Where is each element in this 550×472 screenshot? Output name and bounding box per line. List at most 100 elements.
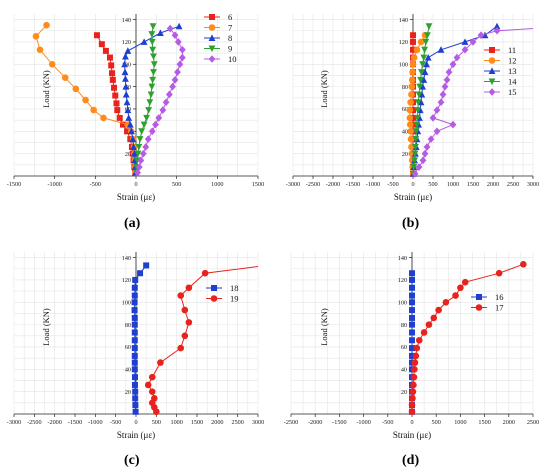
data-point	[429, 114, 437, 122]
data-point	[132, 388, 139, 395]
y-tick-label: 140	[122, 255, 131, 262]
data-point	[125, 114, 133, 121]
data-point	[122, 83, 130, 90]
x-tick-label: 0	[410, 419, 413, 426]
data-point	[109, 76, 116, 83]
data-point	[421, 149, 429, 158]
y-tick-label: 40	[402, 129, 408, 136]
y-tick-label: 140	[122, 17, 131, 24]
y-tick-label: 140	[399, 17, 408, 24]
data-point	[131, 292, 138, 299]
x-tick-label: -1000	[356, 419, 370, 426]
data-point	[433, 106, 441, 114]
data-point	[131, 352, 138, 359]
legend-marker-6	[209, 14, 215, 20]
y-axis-title: Load (KN)	[41, 308, 51, 346]
data-point	[149, 46, 157, 54]
chart-panel-2: -3000 -2500 -2000 -1500 -1000 -500 0 500 1000 150…	[286, 14, 539, 202]
data-point	[114, 107, 121, 114]
data-point	[407, 98, 414, 106]
data-point	[131, 284, 138, 291]
data-point	[441, 82, 449, 91]
legend-marker-13	[488, 67, 496, 74]
data-point	[136, 136, 144, 143]
data-point	[416, 83, 424, 91]
data-point	[425, 321, 433, 328]
data-point	[93, 32, 100, 39]
data-point	[138, 128, 146, 135]
x-tick-label: -2000	[326, 181, 340, 188]
data-point	[433, 127, 441, 136]
data-point	[131, 366, 138, 373]
data-point	[410, 46, 416, 53]
x-tick-label: 0	[134, 419, 137, 426]
data-point	[437, 46, 445, 53]
data-point	[477, 31, 485, 40]
x-tick-label: -1000	[47, 181, 61, 188]
data-point	[449, 120, 457, 129]
x-tick-label: 3000	[252, 419, 264, 426]
data-point	[171, 31, 179, 40]
data-point	[457, 284, 464, 292]
data-point	[411, 150, 419, 158]
data-point	[413, 46, 421, 54]
x-tick-label: 1000	[447, 181, 459, 188]
legend-marker-9	[208, 45, 216, 53]
data-point	[424, 53, 432, 61]
data-point	[409, 388, 417, 395]
data-point	[419, 156, 427, 165]
legend-label-9: 9	[228, 44, 232, 54]
data-point	[423, 143, 431, 151]
legend-marker-18	[211, 285, 217, 291]
x-tick-label: 2000	[503, 419, 515, 426]
data-point	[461, 45, 469, 54]
x-axis-title: Strain (με)	[117, 430, 155, 440]
data-point	[406, 114, 414, 122]
legend-marker-15	[488, 88, 496, 96]
x-tick-label: 0	[411, 181, 414, 188]
series-15	[411, 26, 534, 178]
x-tick-label: 1500	[467, 181, 479, 188]
data-point	[409, 276, 415, 283]
y-tick-label: 40	[401, 367, 407, 374]
x-tick-label: -2000	[47, 419, 61, 426]
x-tick-label: 500	[152, 419, 161, 426]
data-point	[155, 114, 163, 122]
chart-panel-4: -2500 -2000 -1500 -1000 -500 0 500 1000 1500 2000…	[284, 252, 539, 440]
chart-panel-1: -1500-1000-50005001000150020406080100120…	[7, 12, 264, 202]
data-point	[201, 269, 209, 277]
y-tick-label: 20	[125, 389, 131, 396]
x-tick-label: 2500	[507, 181, 519, 188]
data-point	[178, 45, 186, 54]
data-point	[132, 408, 139, 415]
x-tick-label: -2500	[284, 419, 298, 426]
y-axis-title: Load (KN)	[41, 70, 51, 108]
y-axis-title: Load (KN)	[319, 308, 329, 346]
x-tick-label: 1000	[170, 419, 182, 426]
x-tick-label: -1000	[88, 419, 102, 426]
data-point	[130, 143, 137, 150]
data-point	[122, 90, 130, 98]
x-tick-label: -2500	[27, 419, 41, 426]
data-point	[414, 107, 422, 114]
legend-marker-8	[208, 34, 216, 41]
data-point	[481, 31, 489, 39]
data-point	[415, 336, 423, 344]
data-point	[124, 128, 131, 135]
x-tick-label: -3000	[286, 181, 300, 188]
data-point	[113, 100, 120, 107]
data-point	[420, 329, 428, 336]
legend-marker-12	[488, 57, 496, 64]
data-point	[150, 61, 158, 68]
data-point	[135, 163, 143, 171]
x-tick-label: 1000	[454, 419, 466, 426]
data-point	[495, 269, 503, 277]
data-point	[169, 82, 176, 91]
data-point	[177, 292, 185, 299]
data-point	[412, 136, 420, 143]
x-axis-title: Strain (με)	[393, 430, 431, 440]
caption-b: (b)	[402, 216, 420, 231]
data-point	[150, 69, 157, 76]
